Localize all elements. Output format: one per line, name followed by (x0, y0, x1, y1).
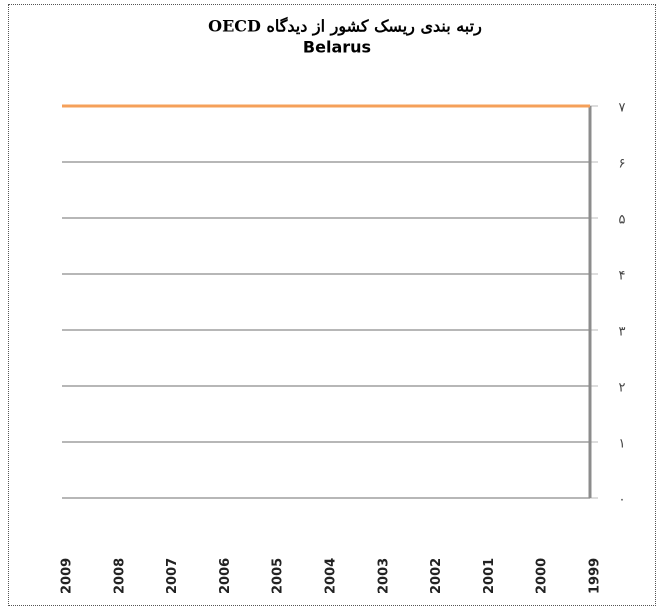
y-tick-label: ۰ (619, 493, 626, 508)
x-tick-label: 2000 (535, 558, 550, 594)
y-tick-label: ۵ (619, 213, 626, 228)
x-tick-label: 2007 (165, 558, 180, 594)
y-tick-label: ۲ (619, 381, 626, 396)
x-tick-label: 2004 (324, 558, 339, 594)
x-tick-label: 2008 (112, 558, 127, 594)
y-tick-label: ۱ (619, 437, 626, 452)
x-tick-label: 1999 (588, 558, 603, 594)
y-tick-label: ۷ (619, 101, 626, 116)
chart-title: رتبه بندی ریسک کشور از دیدگاه OECD (208, 17, 482, 37)
x-tick-label: 2001 (482, 558, 497, 594)
y-tick-label: ۶ (619, 157, 626, 172)
x-tick-label: 2009 (60, 558, 75, 594)
y-tick-label: ۴ (619, 269, 626, 284)
x-tick-label: 2006 (218, 558, 233, 594)
chart-subtitle: Belarus (303, 38, 371, 57)
y-tick-label: ۳ (619, 325, 626, 340)
chart-frame (8, 4, 656, 606)
x-tick-label: 2005 (271, 558, 286, 594)
x-tick-label: 2002 (429, 558, 444, 594)
x-tick-label: 2003 (376, 558, 391, 594)
